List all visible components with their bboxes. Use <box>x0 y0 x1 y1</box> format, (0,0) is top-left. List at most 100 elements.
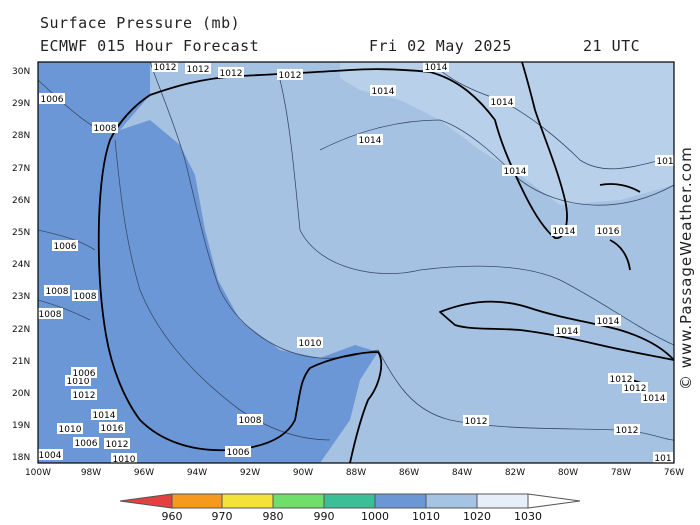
map-title: Surface Pressure (mb) <box>40 14 241 32</box>
lon-tick-label: 98W <box>80 468 102 478</box>
isobar-value-label: 1006 <box>41 95 64 105</box>
isobar-value-label: 1012 <box>154 63 177 73</box>
contour-label-bg <box>357 134 383 145</box>
colorbar-high-arrow <box>527 493 581 509</box>
contour-label-bg <box>614 424 640 435</box>
lon-tick-label: 92W <box>239 468 261 478</box>
isobar-value-label: 1014 <box>597 317 620 327</box>
isobar-value-label: 1014 <box>359 136 382 146</box>
lat-tick-label: 23N <box>12 292 31 303</box>
lat-tick-label: 25N <box>12 228 31 238</box>
colorbar-segment <box>171 493 223 509</box>
isobar-value-label: 1010 <box>59 425 82 435</box>
contour-label-bg <box>622 382 648 393</box>
lon-tick-label: 80W <box>557 468 579 478</box>
lat-tick-label: 18N <box>12 453 31 464</box>
contour-label-bg <box>225 446 251 457</box>
lat-tick-label: 28N <box>12 131 31 142</box>
forecast-date: Fri 02 May 2025 <box>369 37 512 55</box>
contour-label-bg <box>39 93 65 104</box>
lon-tick-label: 100W <box>24 468 52 478</box>
colorbar-segment <box>425 493 478 509</box>
contour-label-bg <box>297 337 323 348</box>
isobar-value-label: 1012 <box>73 391 96 401</box>
lon-tick-label: 76W <box>663 468 685 478</box>
colorbar-segment <box>374 493 427 509</box>
isobar-value-label: 1014 <box>553 227 576 237</box>
colorbar-label: 970 <box>211 510 233 523</box>
lat-tick-label: 24N <box>12 260 31 271</box>
contour-label-bg <box>104 438 130 449</box>
isobar-value-label: 1008 <box>74 292 97 302</box>
isobar-value-label: 1012 <box>279 71 302 81</box>
contour-label-bg <box>608 373 634 384</box>
isobar-value-label: 1014 <box>372 87 395 97</box>
contour-label-bg <box>237 414 263 425</box>
lat-tick-label: 21N <box>12 356 31 367</box>
contour-label-bg <box>595 315 621 326</box>
isobar-value-label: 1016 <box>101 424 124 434</box>
isobar-value-label: 1014 <box>93 411 116 421</box>
colorbar-segment <box>221 493 274 509</box>
contour-label-bg <box>92 122 118 133</box>
pressure-band-1010 <box>38 62 378 463</box>
contour-label-bg <box>423 62 449 72</box>
model-forecast-label: ECMWF 015 Hour Forecast <box>40 37 260 55</box>
map-frame <box>37 61 675 464</box>
contour-label-bg <box>554 325 580 336</box>
contour-label-bg <box>152 62 178 72</box>
contour-label-bg <box>38 308 63 319</box>
isobars <box>38 62 674 441</box>
contour-label-bg <box>218 67 244 78</box>
contour-label-bg <box>71 389 97 400</box>
forecast-time: 21 UTC <box>583 37 641 55</box>
contour-label-bg <box>72 290 98 301</box>
lat-tick-label: 19N <box>12 421 31 432</box>
colorbar-low-arrow <box>119 493 173 509</box>
isobar-value-label: 1012 <box>220 69 243 79</box>
colorbar-label: 1010 <box>412 510 440 523</box>
contour-label-bg <box>502 165 528 176</box>
isobar-value-label: 1012 <box>187 65 210 75</box>
isobar-value-label: 1010 <box>67 377 90 387</box>
contour-label-bg <box>277 69 303 80</box>
contour-label-bg <box>551 225 577 236</box>
lat-tick-label: 30N <box>12 67 31 77</box>
isobar-value-label: 1014 <box>556 327 579 337</box>
isobar-value-label: 1008 <box>239 416 262 426</box>
isobar-value-label: 1008 <box>94 124 117 134</box>
contour-label-bg <box>44 285 70 296</box>
isobar-value-label: 1012 <box>106 440 129 450</box>
isobar-value-label: 1006 <box>75 439 98 449</box>
isobar-value-label: 101 <box>656 157 673 167</box>
isobar-value-label: 1006 <box>73 369 96 379</box>
contour-label-bg <box>463 415 489 426</box>
contour-label-bg <box>73 437 99 448</box>
contour-label-bg <box>489 96 515 107</box>
isobar-value-label: 1004 <box>39 451 62 461</box>
isobar-value-label: 1014 <box>425 63 448 73</box>
isobar-value-label: 1006 <box>227 448 250 458</box>
contour-label-bg <box>38 449 63 460</box>
isobar-value-label: 1012 <box>610 375 633 385</box>
isobar-value-label: 1012 <box>465 417 488 427</box>
isobar-value-label: 1014 <box>643 394 666 404</box>
contour-label-bg <box>370 85 396 96</box>
lat-tick-label: 27N <box>12 163 31 174</box>
isobar-value-label: 1014 <box>491 98 514 108</box>
contour-label-bg <box>111 453 137 463</box>
credit-watermark: © www.PassageWeather.com <box>677 146 695 390</box>
colorbar-label: 1020 <box>463 510 491 523</box>
contour-label-bg <box>57 423 83 434</box>
lon-tick-label: 96W <box>133 468 155 478</box>
isobar-value-label: 1010 <box>299 339 322 349</box>
lon-tick-label: 84W <box>451 468 473 478</box>
lat-tick-label: 26N <box>12 195 31 206</box>
lon-tick-label: 78W <box>610 468 632 478</box>
colorbar-segment <box>476 493 529 509</box>
colorbar-label: 1030 <box>514 510 542 523</box>
lat-tick-label: 22N <box>12 324 31 335</box>
lon-tick-label: 94W <box>186 468 208 478</box>
lon-tick-label: 82W <box>504 468 526 478</box>
